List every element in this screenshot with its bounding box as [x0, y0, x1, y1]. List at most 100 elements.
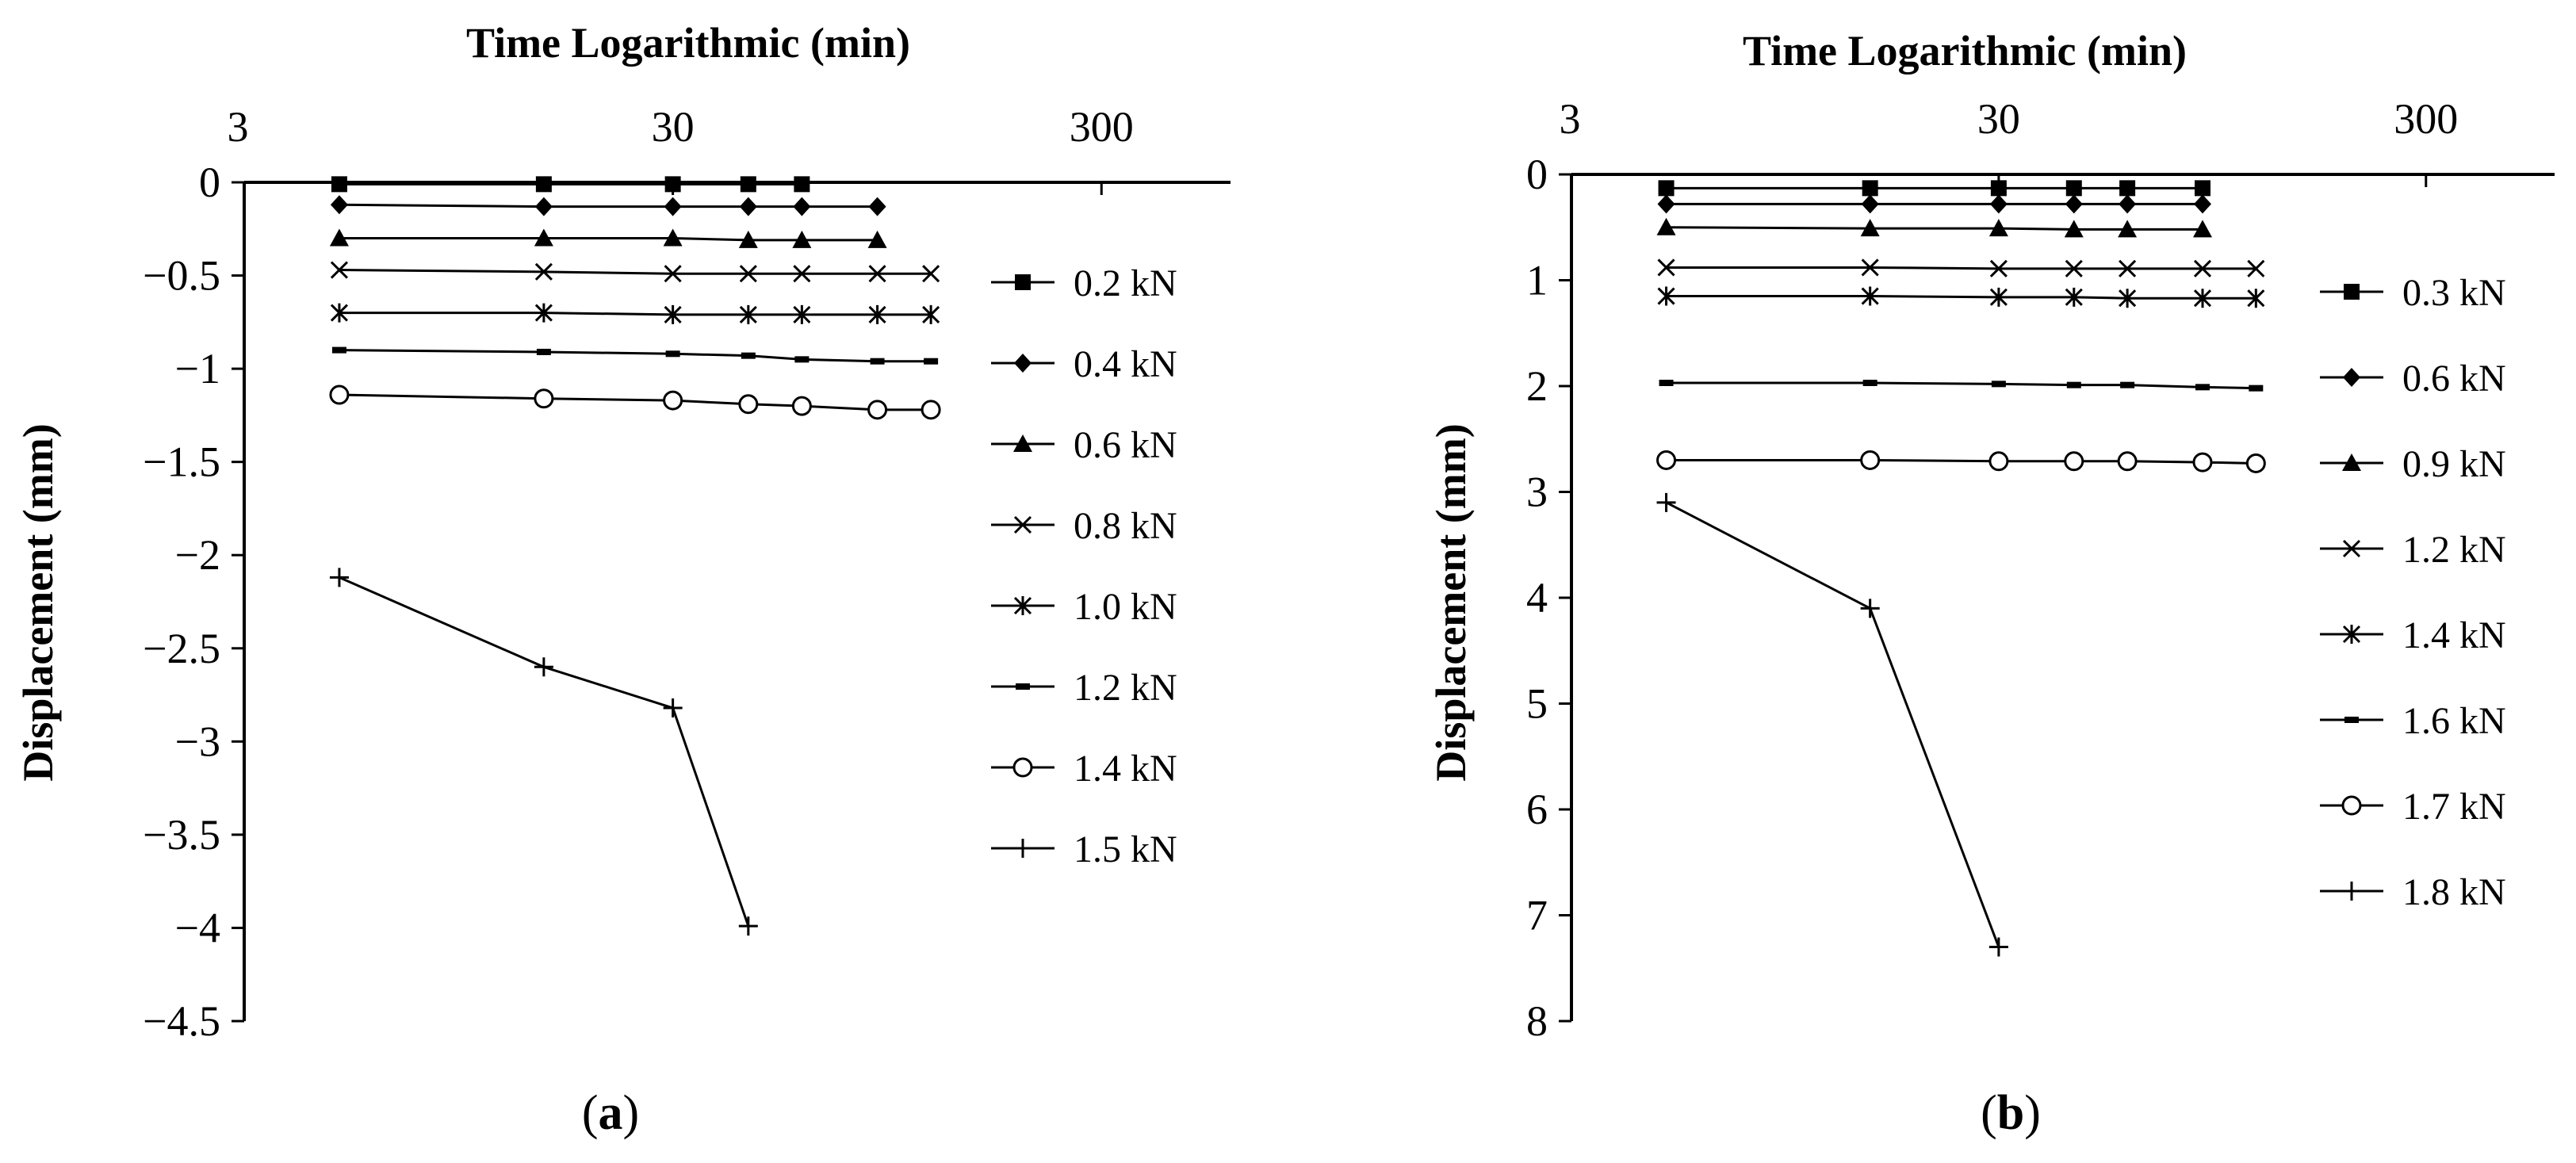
data-point: [793, 304, 811, 324]
data-point: [739, 304, 757, 324]
data-point: [1860, 450, 1881, 470]
data-point: [2245, 453, 2266, 473]
legend-entry: 1.7 kN: [2320, 786, 2506, 828]
data-point: [330, 195, 348, 215]
data-point: [794, 176, 810, 193]
series-0.4-kn: [330, 195, 886, 216]
series-line: [1666, 295, 2256, 300]
legend-entry: 1.8 kN: [2320, 871, 2506, 913]
data-point: [1656, 450, 1677, 470]
legend-entry: 0.8 kN: [991, 505, 1177, 547]
y-tick-label: −3.5: [143, 811, 220, 859]
y-tick-label: −1: [175, 345, 220, 392]
data-point: [922, 265, 940, 283]
panel-letter-b: b: [1997, 1086, 2024, 1140]
data-point: [2120, 381, 2135, 388]
legend-label: 0.8 kN: [1074, 505, 1177, 547]
data-point: [1988, 451, 2009, 472]
y-tick-label: 7: [1526, 892, 1548, 939]
data-point: [2065, 180, 2082, 197]
panel-b: Time Logarithmic (min) Displacement (mm)…: [1427, 27, 2555, 1140]
series-line: [1666, 226, 2203, 231]
legend-marker: [2344, 717, 2359, 723]
data-point: [867, 400, 888, 420]
legend-label: 1.7 kN: [2402, 786, 2506, 828]
data-point: [329, 384, 350, 405]
data-point: [2065, 259, 2083, 277]
legend-entry: 0.6 kN: [2320, 358, 2506, 400]
series-line: [1666, 381, 2256, 390]
data-point: [2119, 259, 2137, 277]
legend-label: 1.4 kN: [2402, 614, 2506, 656]
y-tick-label: −4.5: [143, 997, 220, 1045]
x-tick-label: 3: [1560, 95, 1581, 143]
x-tick-label: 30: [652, 103, 695, 151]
legend-marker: [1013, 515, 1032, 534]
data-point: [2064, 220, 2084, 238]
data-point: [534, 303, 553, 323]
data-point: [331, 346, 346, 354]
legend-marker: [1016, 683, 1030, 690]
legend-marker: [1014, 354, 1032, 373]
data-point: [2195, 384, 2210, 391]
data-point: [739, 265, 757, 283]
series-1.6-kn: [1659, 379, 2264, 392]
series-1.4-kn: [329, 384, 941, 420]
series-line: [339, 269, 932, 275]
data-point: [741, 352, 756, 359]
legend-entry: 1.4 kN: [2320, 614, 2506, 656]
data-point: [1862, 379, 1877, 386]
y-tick-label: −1.5: [143, 438, 220, 486]
series-1.2-kn: [1657, 258, 2265, 277]
legend-marker: [2342, 453, 2361, 471]
legend-marker: [1013, 434, 1032, 452]
series-line: [339, 203, 878, 208]
x-tick-label: 30: [1977, 95, 2020, 143]
data-point: [330, 303, 348, 323]
series-0.9-kn: [1656, 217, 2213, 238]
data-point: [867, 230, 887, 248]
data-point: [2247, 259, 2265, 277]
legend-label: 1.4 kN: [1074, 748, 1177, 790]
data-point: [1989, 259, 2008, 277]
y-tick-label: −2: [175, 531, 220, 579]
legend-marker: [2343, 368, 2360, 387]
x-axis-title: Time Logarithmic (min): [466, 19, 910, 67]
legend-marker: [2342, 539, 2361, 558]
y-axis-title: Displacement (mm): [1427, 423, 1475, 781]
series-line: [1665, 501, 2000, 948]
data-point: [791, 396, 812, 416]
panel-a: Time Logarithmic (min) Displacement (mm)…: [14, 19, 1231, 1140]
data-point: [740, 176, 756, 193]
data-point: [2119, 289, 2137, 308]
data-point: [536, 348, 551, 355]
legend-marker: [1012, 757, 1033, 778]
legend-label: 1.6 kN: [2402, 700, 2506, 742]
legend-label: 1.8 kN: [2402, 871, 2506, 913]
legend-entry: 1.0 kN: [991, 586, 1177, 628]
data-point: [2117, 451, 2138, 472]
series-1.7-kn: [1656, 450, 2266, 473]
x-tick-label: 300: [2394, 95, 2458, 143]
series-1.5-kn: [329, 568, 758, 936]
series-0.6-kn: [1657, 194, 2212, 214]
data-point: [534, 228, 553, 247]
data-point: [2193, 220, 2213, 238]
y-tick-label: 6: [1526, 786, 1548, 833]
data-point: [868, 197, 886, 216]
data-point: [329, 228, 349, 247]
legend-entry: 1.4 kN: [991, 748, 1177, 790]
data-point: [1988, 937, 2008, 957]
data-point: [868, 265, 886, 283]
legend-label: 0.3 kN: [2402, 272, 2506, 314]
data-point: [331, 176, 347, 193]
data-point: [1860, 219, 1880, 237]
y-axis-title: Displacement (mm): [14, 423, 62, 781]
data-point: [793, 197, 811, 216]
y-tick-label: 2: [1526, 362, 1548, 410]
series-line: [1666, 458, 2256, 465]
data-point: [2064, 451, 2084, 472]
data-point: [2192, 452, 2213, 472]
y-tick-label: −2.5: [143, 625, 220, 672]
legend-marker: [1013, 839, 1032, 858]
